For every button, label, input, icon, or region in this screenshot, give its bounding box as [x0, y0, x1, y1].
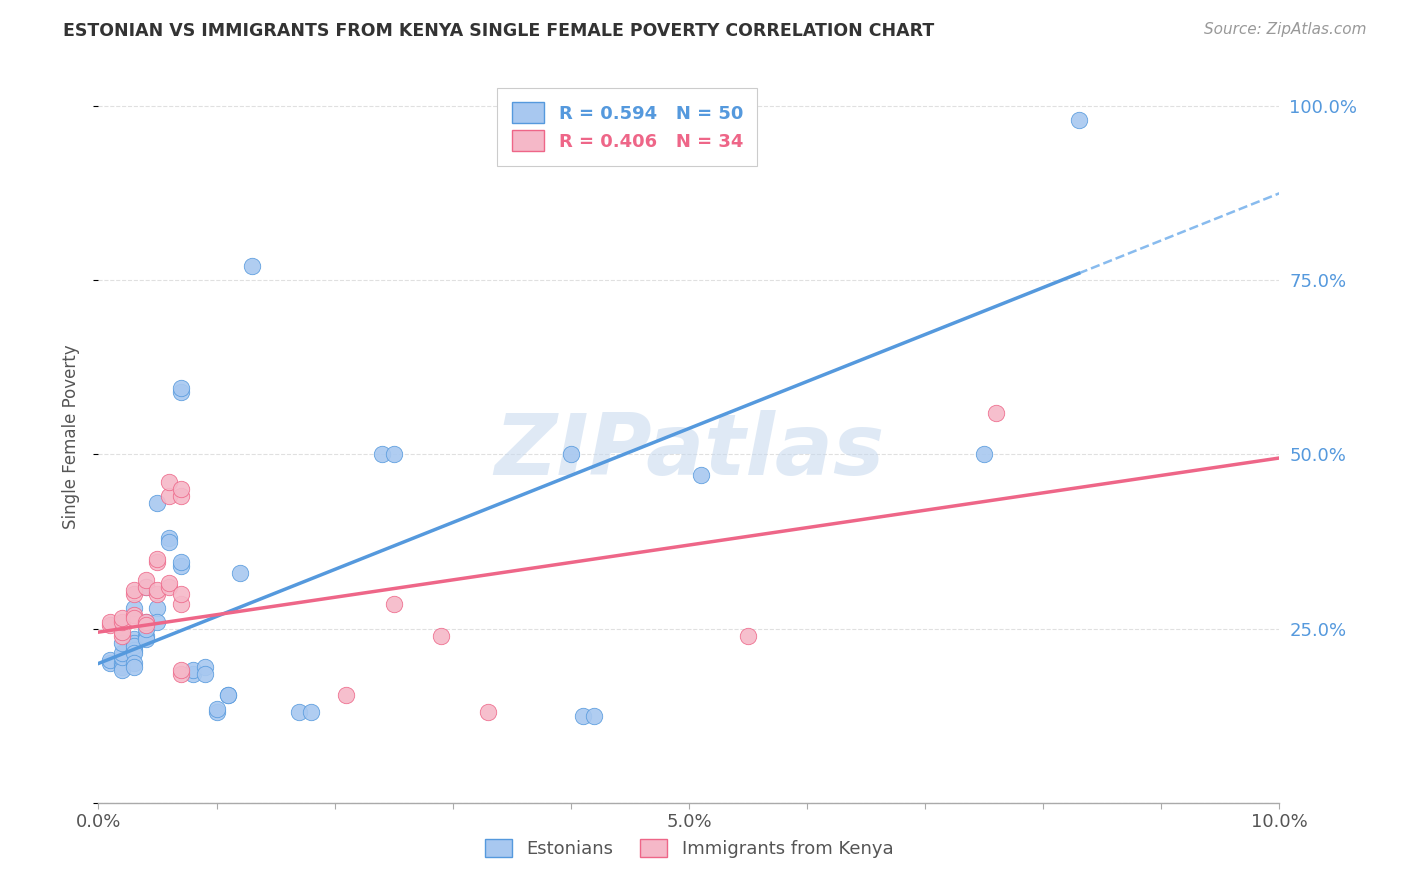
Point — [146, 552, 169, 566]
Point — [170, 558, 193, 573]
Point — [146, 496, 169, 510]
Point — [205, 702, 228, 716]
Point — [157, 531, 180, 545]
Point — [371, 448, 394, 462]
Point — [122, 583, 145, 598]
Point — [288, 705, 311, 719]
Point — [111, 625, 134, 640]
Point — [146, 583, 169, 598]
Point — [122, 600, 145, 615]
Point — [181, 667, 204, 681]
Point — [194, 667, 217, 681]
Point — [111, 635, 134, 649]
Point — [240, 260, 263, 274]
Point — [122, 660, 145, 674]
Point — [571, 708, 593, 723]
Point — [205, 705, 228, 719]
Point — [583, 708, 606, 723]
Point — [157, 580, 180, 594]
Point — [135, 580, 157, 594]
Point — [146, 600, 169, 615]
Point — [170, 381, 193, 395]
Point — [157, 534, 180, 549]
Point — [146, 556, 169, 570]
Point — [111, 646, 134, 660]
Point — [984, 406, 1007, 420]
Point — [382, 597, 405, 611]
Point — [111, 660, 134, 674]
Point — [194, 660, 217, 674]
Point — [146, 615, 169, 629]
Text: ZIPatlas: ZIPatlas — [494, 410, 884, 493]
Point — [181, 664, 204, 678]
Point — [122, 639, 145, 653]
Point — [111, 611, 134, 625]
Point — [157, 489, 180, 503]
Point — [299, 705, 322, 719]
Point — [170, 597, 193, 611]
Point — [135, 629, 157, 643]
Point — [430, 629, 453, 643]
Point — [170, 489, 193, 503]
Point — [382, 448, 405, 462]
Point — [98, 618, 121, 632]
Point — [122, 635, 145, 649]
Point — [737, 629, 759, 643]
Point — [98, 653, 121, 667]
Point — [1067, 113, 1090, 128]
Y-axis label: Single Female Poverty: Single Female Poverty — [62, 345, 80, 529]
Point — [111, 615, 134, 629]
Point — [229, 566, 252, 580]
Point — [122, 642, 145, 657]
Point — [217, 688, 239, 702]
Point — [135, 615, 157, 629]
Point — [157, 576, 180, 591]
Point — [560, 448, 582, 462]
Point — [135, 618, 157, 632]
Point — [973, 448, 995, 462]
Point — [135, 622, 157, 636]
Point — [170, 587, 193, 601]
Point — [111, 629, 134, 643]
Text: Source: ZipAtlas.com: Source: ZipAtlas.com — [1204, 22, 1367, 37]
Point — [170, 483, 193, 497]
Point — [111, 649, 134, 664]
Point — [122, 646, 145, 660]
Point — [122, 611, 145, 625]
Point — [170, 384, 193, 399]
Point — [135, 632, 157, 646]
Point — [135, 615, 157, 629]
Point — [157, 475, 180, 490]
Point — [335, 688, 357, 702]
Point — [170, 667, 193, 681]
Point — [477, 705, 499, 719]
Text: ESTONIAN VS IMMIGRANTS FROM KENYA SINGLE FEMALE POVERTY CORRELATION CHART: ESTONIAN VS IMMIGRANTS FROM KENYA SINGLE… — [63, 22, 935, 40]
Point — [98, 657, 121, 671]
Point — [111, 664, 134, 678]
Point — [98, 615, 121, 629]
Point — [122, 587, 145, 601]
Point — [135, 580, 157, 594]
Point — [170, 556, 193, 570]
Point — [170, 664, 193, 678]
Point — [111, 657, 134, 671]
Point — [217, 688, 239, 702]
Point — [122, 607, 145, 622]
Legend: Estonians, Immigrants from Kenya: Estonians, Immigrants from Kenya — [475, 830, 903, 867]
Point — [122, 657, 145, 671]
Point — [122, 632, 145, 646]
Point — [135, 573, 157, 587]
Point — [146, 587, 169, 601]
Point — [689, 468, 711, 483]
